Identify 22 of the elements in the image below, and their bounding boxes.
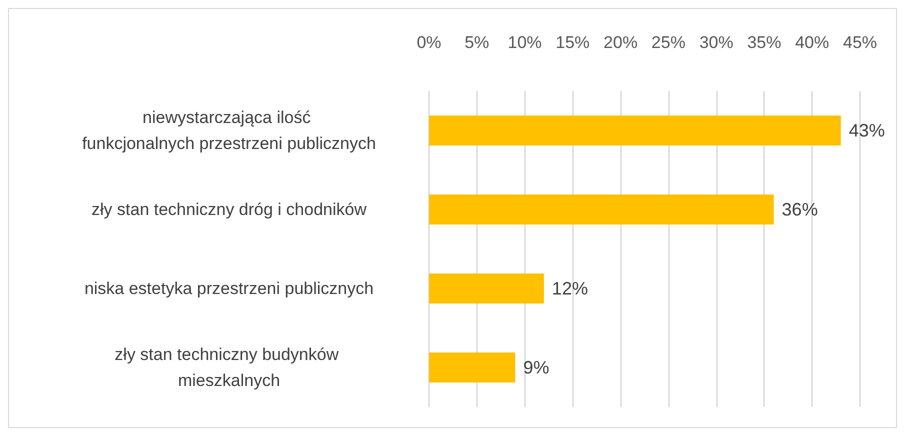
- bar: [429, 352, 516, 382]
- data-label: 43%: [848, 120, 885, 140]
- bar: [429, 116, 841, 146]
- bar: [429, 194, 774, 224]
- data-label: 36%: [782, 200, 818, 220]
- x-tick-label: 45%: [842, 33, 878, 52]
- data-label: 9%: [523, 358, 550, 378]
- x-tick-label: 40%: [795, 33, 830, 52]
- y-tick-label: niewystarczająca ilość funkcjonalnych przestrzeni publicznych: [82, 108, 376, 153]
- x-tick-label: 30%: [699, 33, 734, 52]
- x-tick-label: 10%: [508, 33, 542, 52]
- x-tick-label: 35%: [747, 33, 782, 52]
- x-tick-label: 15%: [556, 33, 590, 52]
- x-tick-label: 0%: [416, 33, 442, 52]
- bar: [429, 274, 544, 304]
- x-tick-label: 20%: [604, 33, 638, 52]
- x-tick-label: 25%: [651, 33, 686, 52]
- y-tick-label: niska estetyka przestrzeni publicznych: [84, 279, 374, 298]
- x-tick-label: 5%: [464, 33, 490, 52]
- y-tick-label: zły stan techniczny dróg i chodników: [92, 200, 368, 219]
- data-label: 12%: [552, 278, 588, 298]
- y-tick-label: zły stan techniczny budynków mieszkalnych: [114, 345, 344, 390]
